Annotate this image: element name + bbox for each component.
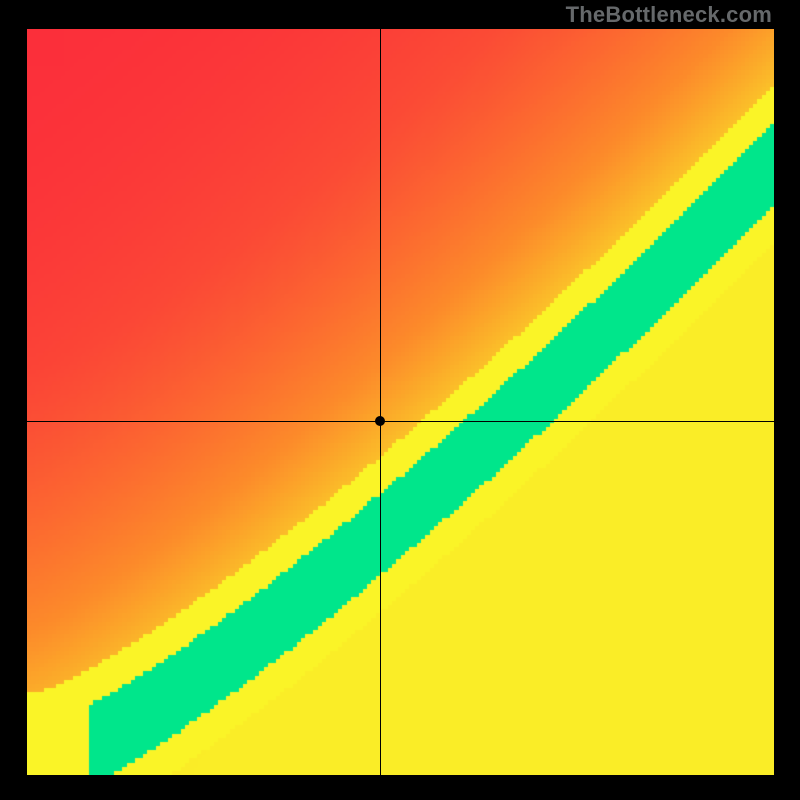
crosshair-vertical [380, 29, 381, 775]
crosshair-marker [375, 416, 385, 426]
crosshair-horizontal [27, 421, 774, 422]
chart-container: TheBottleneck.com [0, 0, 800, 800]
watermark-text: TheBottleneck.com [566, 2, 772, 28]
bottleneck-heatmap [27, 29, 774, 775]
